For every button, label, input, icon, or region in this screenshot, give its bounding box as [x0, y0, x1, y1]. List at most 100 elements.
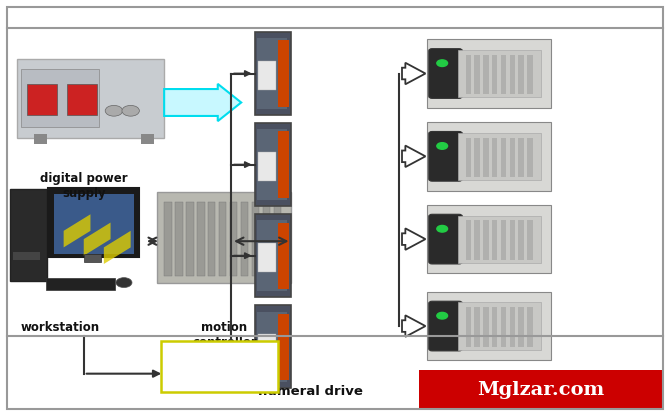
FancyBboxPatch shape	[258, 335, 276, 363]
FancyBboxPatch shape	[208, 202, 216, 277]
Polygon shape	[64, 215, 90, 248]
FancyBboxPatch shape	[278, 41, 289, 107]
FancyBboxPatch shape	[527, 308, 533, 347]
Circle shape	[116, 278, 132, 288]
FancyArrow shape	[402, 316, 425, 337]
FancyBboxPatch shape	[474, 138, 480, 178]
FancyBboxPatch shape	[186, 202, 194, 277]
FancyBboxPatch shape	[527, 56, 533, 95]
FancyBboxPatch shape	[510, 138, 515, 178]
FancyBboxPatch shape	[84, 254, 100, 262]
FancyBboxPatch shape	[258, 153, 276, 182]
FancyBboxPatch shape	[274, 202, 281, 277]
FancyBboxPatch shape	[257, 130, 287, 200]
Text: Mglzar.com: Mglzar.com	[478, 380, 604, 398]
Text: numeral drive: numeral drive	[258, 384, 363, 397]
Circle shape	[105, 106, 123, 117]
Circle shape	[437, 226, 448, 233]
FancyBboxPatch shape	[427, 123, 551, 191]
Text: digital power
supply: digital power supply	[40, 171, 127, 199]
Polygon shape	[84, 223, 111, 256]
FancyBboxPatch shape	[257, 39, 287, 109]
FancyBboxPatch shape	[527, 138, 533, 178]
FancyBboxPatch shape	[427, 40, 551, 109]
FancyArrow shape	[402, 64, 425, 85]
FancyBboxPatch shape	[141, 134, 154, 145]
FancyBboxPatch shape	[17, 60, 164, 138]
FancyBboxPatch shape	[429, 301, 462, 351]
FancyBboxPatch shape	[255, 306, 291, 388]
FancyBboxPatch shape	[429, 132, 462, 182]
FancyBboxPatch shape	[474, 56, 480, 95]
FancyBboxPatch shape	[46, 278, 115, 290]
Text: field operation
box: field operation box	[170, 353, 269, 380]
FancyBboxPatch shape	[255, 33, 291, 116]
FancyBboxPatch shape	[510, 221, 515, 260]
FancyBboxPatch shape	[501, 56, 507, 95]
FancyBboxPatch shape	[429, 50, 462, 99]
FancyBboxPatch shape	[27, 85, 57, 116]
Circle shape	[122, 106, 139, 117]
FancyBboxPatch shape	[483, 138, 488, 178]
FancyBboxPatch shape	[48, 189, 139, 257]
FancyBboxPatch shape	[427, 292, 551, 361]
FancyBboxPatch shape	[458, 216, 541, 263]
FancyArrow shape	[402, 146, 425, 168]
FancyBboxPatch shape	[483, 308, 488, 347]
FancyBboxPatch shape	[474, 221, 480, 260]
FancyBboxPatch shape	[258, 244, 276, 273]
FancyBboxPatch shape	[519, 56, 524, 95]
FancyBboxPatch shape	[161, 341, 278, 392]
FancyBboxPatch shape	[501, 221, 507, 260]
FancyBboxPatch shape	[164, 202, 172, 277]
FancyBboxPatch shape	[458, 51, 541, 98]
FancyBboxPatch shape	[458, 303, 541, 350]
FancyBboxPatch shape	[197, 202, 204, 277]
FancyBboxPatch shape	[510, 308, 515, 347]
FancyBboxPatch shape	[501, 138, 507, 178]
FancyBboxPatch shape	[257, 221, 287, 291]
FancyBboxPatch shape	[483, 221, 488, 260]
FancyBboxPatch shape	[255, 215, 291, 297]
FancyBboxPatch shape	[241, 202, 249, 277]
FancyBboxPatch shape	[419, 370, 663, 409]
Text: workstation: workstation	[21, 320, 100, 333]
FancyBboxPatch shape	[483, 56, 488, 95]
FancyBboxPatch shape	[519, 221, 524, 260]
FancyBboxPatch shape	[466, 56, 471, 95]
FancyBboxPatch shape	[21, 70, 99, 128]
FancyBboxPatch shape	[175, 202, 182, 277]
FancyBboxPatch shape	[492, 308, 497, 347]
FancyBboxPatch shape	[492, 56, 497, 95]
FancyBboxPatch shape	[466, 308, 471, 347]
FancyBboxPatch shape	[466, 221, 471, 260]
FancyBboxPatch shape	[278, 223, 289, 289]
Circle shape	[437, 143, 448, 150]
FancyBboxPatch shape	[252, 202, 259, 277]
FancyBboxPatch shape	[492, 221, 497, 260]
FancyBboxPatch shape	[34, 134, 47, 145]
FancyArrow shape	[402, 229, 425, 250]
FancyBboxPatch shape	[527, 221, 533, 260]
FancyBboxPatch shape	[157, 192, 291, 283]
FancyBboxPatch shape	[427, 205, 551, 274]
FancyBboxPatch shape	[263, 202, 270, 277]
FancyBboxPatch shape	[458, 133, 541, 180]
FancyBboxPatch shape	[10, 190, 47, 281]
FancyBboxPatch shape	[466, 138, 471, 178]
FancyBboxPatch shape	[278, 132, 289, 198]
FancyBboxPatch shape	[519, 308, 524, 347]
Circle shape	[437, 61, 448, 67]
FancyBboxPatch shape	[257, 312, 287, 382]
FancyBboxPatch shape	[219, 202, 226, 277]
FancyBboxPatch shape	[510, 56, 515, 95]
Text: motion
controller: motion controller	[192, 320, 257, 348]
FancyBboxPatch shape	[474, 308, 480, 347]
FancyBboxPatch shape	[230, 202, 237, 277]
FancyBboxPatch shape	[519, 138, 524, 178]
FancyBboxPatch shape	[492, 138, 497, 178]
Circle shape	[437, 313, 448, 319]
FancyBboxPatch shape	[258, 62, 276, 91]
Polygon shape	[104, 231, 131, 264]
FancyBboxPatch shape	[13, 252, 40, 260]
